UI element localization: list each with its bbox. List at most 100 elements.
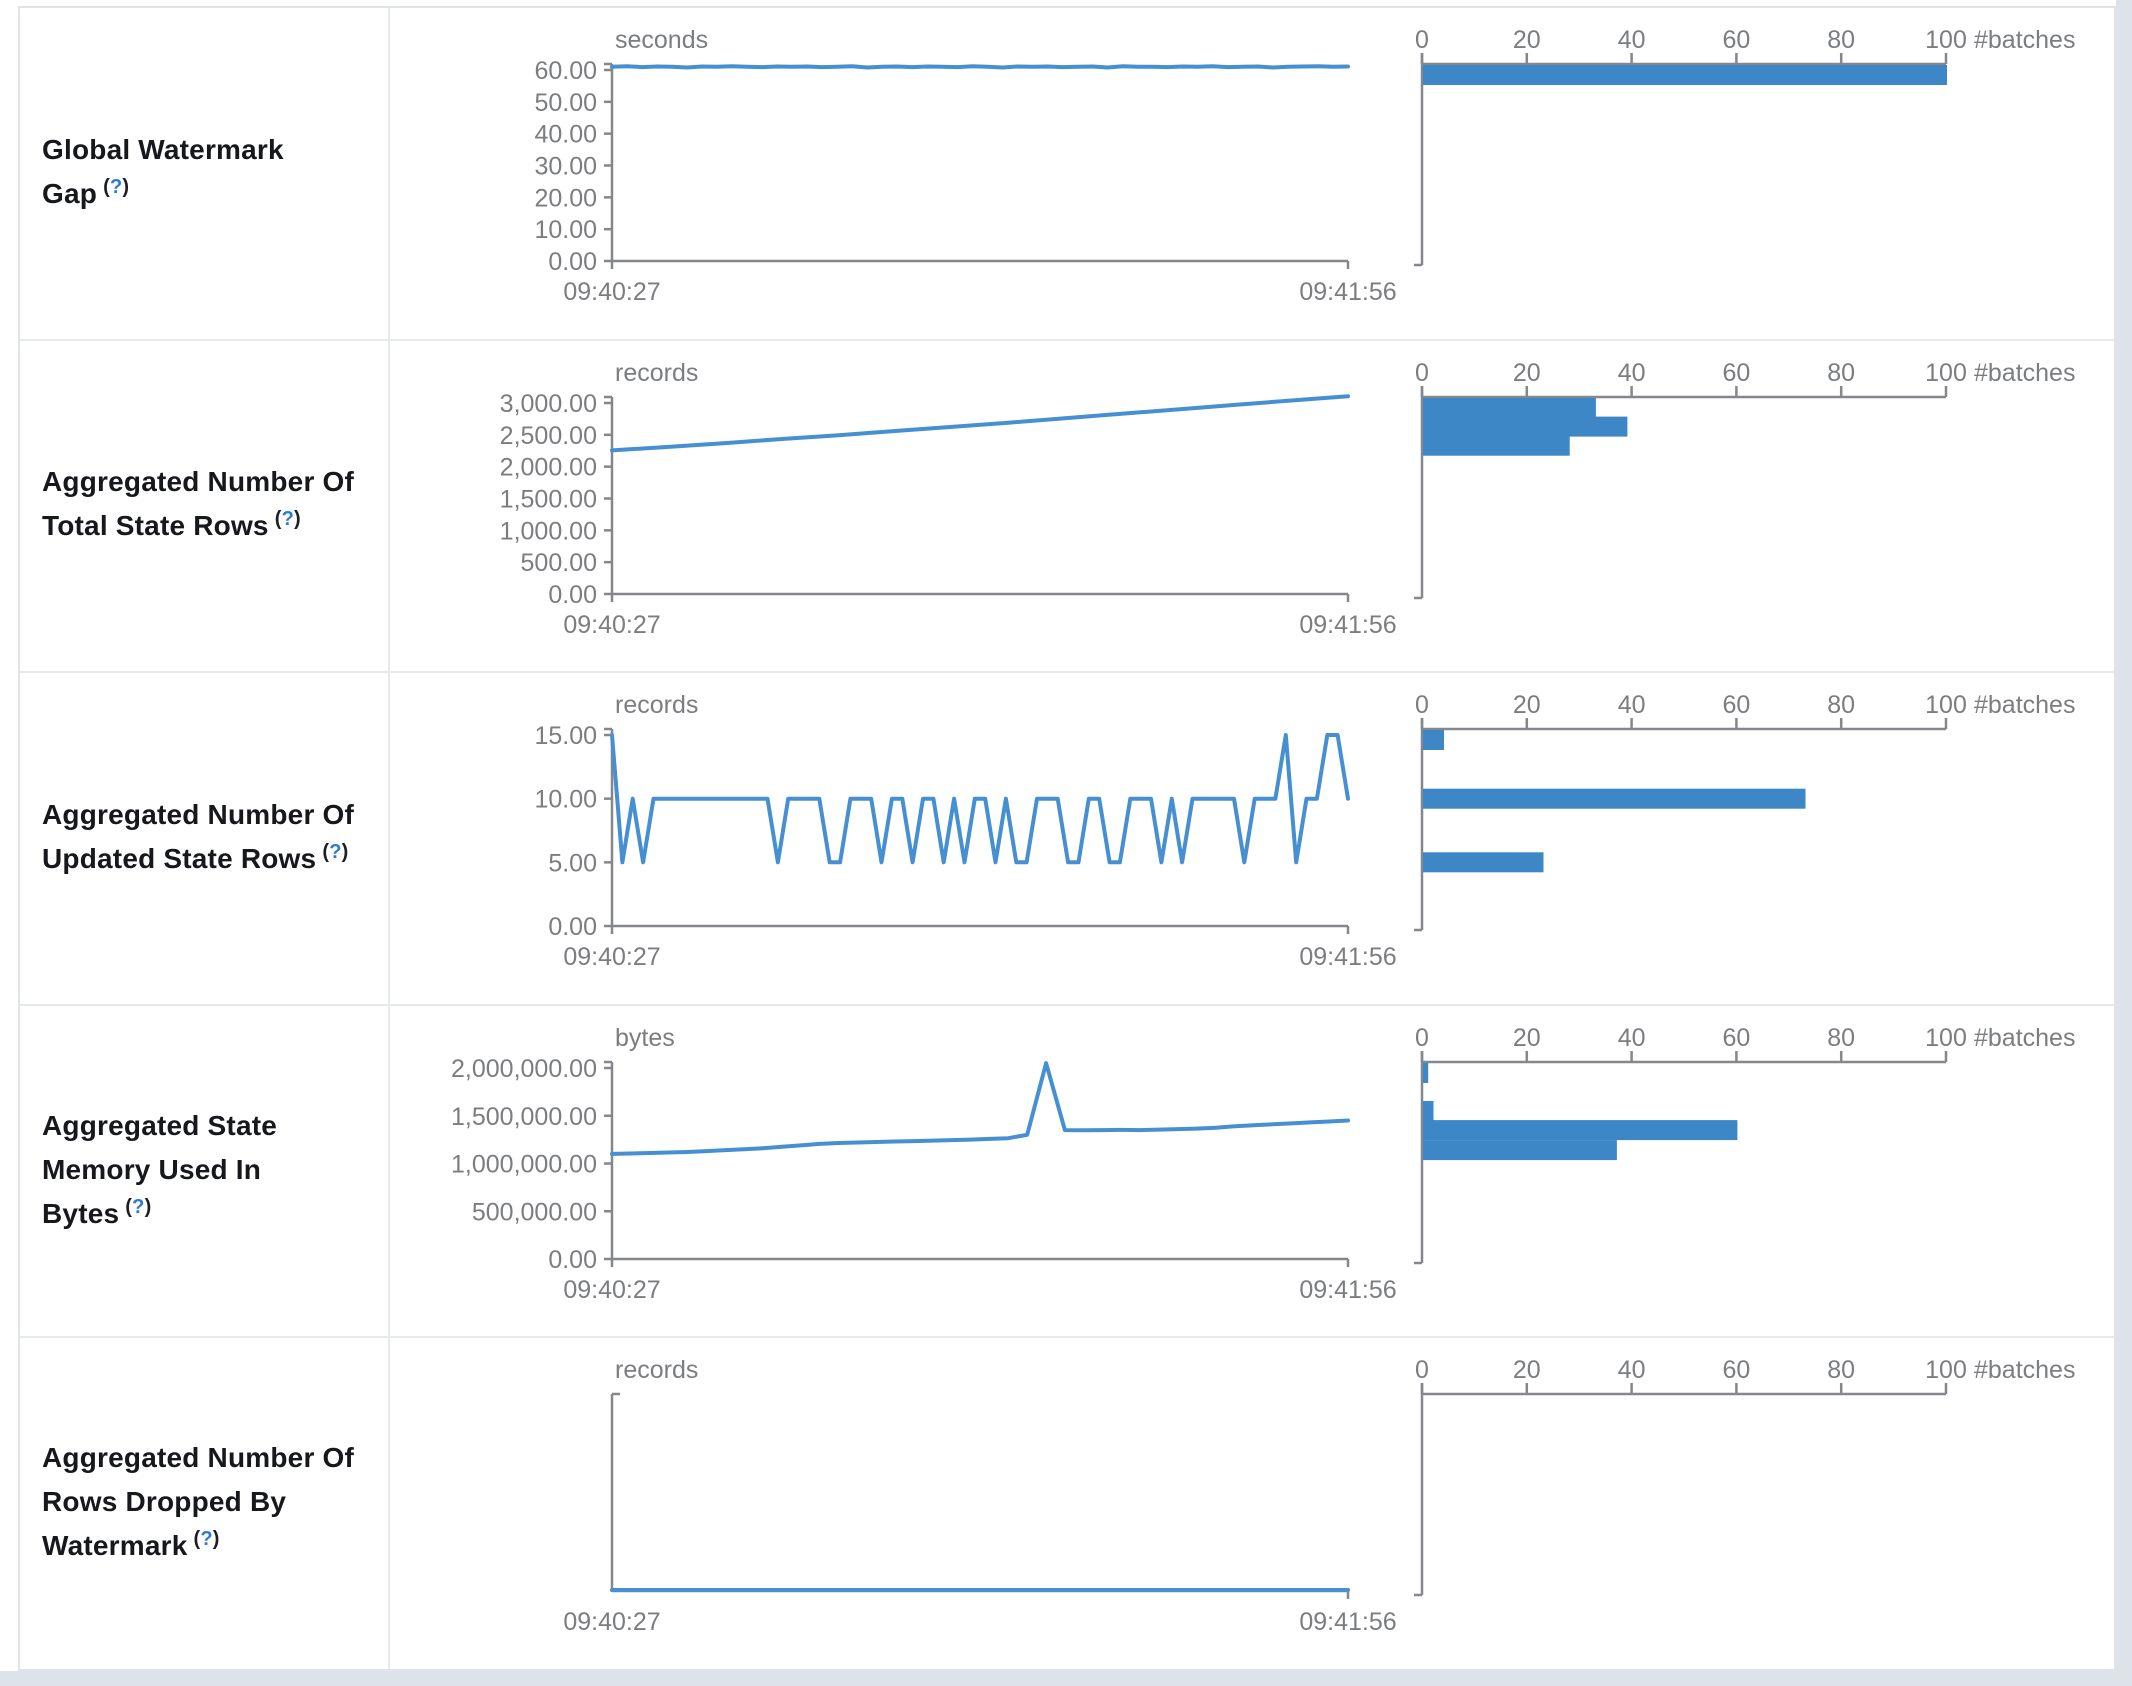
metric-label-text: Aggregated Number Of Total State Rows <box>42 466 355 542</box>
page-edge-right <box>2116 0 2132 1686</box>
histogram-bar <box>1423 1139 1617 1160</box>
histogram-tick-label: 80 <box>1827 359 1855 387</box>
metric-label-cell: Aggregated Number Of Updated State Rows(… <box>20 673 390 1004</box>
help-link[interactable]: (?) <box>193 1528 220 1551</box>
histogram-axis-label: #batches <box>1974 359 2075 387</box>
timeline-unit-label: records <box>615 691 698 719</box>
histogram-tick-label: 80 <box>1827 26 1855 54</box>
y-tick-label: 30.00 <box>534 153 597 181</box>
histogram-bar <box>1423 730 1444 751</box>
metric-label-text: Aggregated Number Of Updated State Rows <box>42 798 355 874</box>
y-tick-label: 500,000.00 <box>472 1198 597 1226</box>
histogram-bar <box>1423 852 1544 873</box>
x-axis-end-label: 09:41:56 <box>1299 1608 1396 1636</box>
help-question-icon: ? <box>109 175 123 198</box>
metric-label: Aggregated Number Of Rows Dropped By Wat… <box>42 1436 360 1571</box>
x-axis-start-label: 09:40:27 <box>563 1276 660 1304</box>
timeline-series-line <box>610 1060 1350 1156</box>
help-question-icon: ? <box>329 840 342 863</box>
help-question-icon: ? <box>281 508 295 531</box>
histogram-tick-label: 20 <box>1513 359 1541 387</box>
y-tick-label: 1,500,000.00 <box>451 1103 597 1131</box>
chart-cell: bytes 2,000,000.00 1,500,000.00 1,000,000.0… <box>390 1006 2114 1337</box>
histogram-bar <box>1423 1119 1738 1140</box>
y-tick-label: 60.00 <box>534 57 597 85</box>
metric-label-text: Aggregated Number Of Rows Dropped By Wat… <box>42 1442 355 1562</box>
timeline-and-histogram-chart: records 09:40:27 09:41:56 0 20 40 60 80 100 #batc… <box>563 1356 2075 1636</box>
histogram-axis-label: #batches <box>1974 26 2075 54</box>
help-link[interactable]: (?) <box>274 508 301 531</box>
histogram-tick-label: 20 <box>1513 26 1541 54</box>
histogram-tick-label: 40 <box>1618 1024 1646 1052</box>
histogram-bar <box>1423 1100 1434 1121</box>
y-tick-label: 5.00 <box>548 850 597 878</box>
histogram-tick-label: 100 <box>1925 1024 1967 1052</box>
metric-label: Global Watermark Gap (?) <box>42 128 360 219</box>
histogram-axis-label: #batches <box>1974 691 2075 719</box>
help-question-icon: ? <box>132 1195 145 1218</box>
metric-label-text: Global Watermark Gap <box>42 133 284 209</box>
histogram-tick-label: 60 <box>1722 1024 1750 1052</box>
histogram-axis-label: #batches <box>1974 1356 2075 1384</box>
help-link[interactable]: (?) <box>322 840 349 863</box>
histogram-tick-label: 40 <box>1618 691 1646 719</box>
histogram-tick-label: 0 <box>1415 359 1429 387</box>
y-tick-label: 50.00 <box>534 89 597 117</box>
y-tick-label: 0.00 <box>548 248 597 276</box>
metric-label-cell: Aggregated State Memory Used In Bytes (?) <box>20 1005 390 1337</box>
histogram-tick-label: 60 <box>1722 26 1750 54</box>
histogram-tick-label: 20 <box>1513 1024 1541 1052</box>
help-question-icon: ? <box>200 1528 213 1551</box>
histogram-tick-label: 60 <box>1722 359 1750 387</box>
histogram-tick-label: 100 <box>1925 1356 1967 1384</box>
x-axis-start-label: 09:40:27 <box>563 278 660 306</box>
histogram-tick-label: 0 <box>1415 1356 1429 1384</box>
y-tick-label: 40.00 <box>534 121 597 149</box>
y-tick-label: 1,500.00 <box>500 485 597 513</box>
y-tick-label: 1,000.00 <box>500 517 597 545</box>
chart-cell: records 09:40:27 09:41:56 0 20 40 60 80 100 #batc… <box>390 1338 2114 1669</box>
histogram-tick-label: 40 <box>1618 26 1646 54</box>
metric-label-text: Aggregated State Memory Used In Bytes <box>42 1109 278 1229</box>
histogram-tick-label: 60 <box>1722 1356 1750 1384</box>
histogram-tick-label: 60 <box>1722 691 1750 719</box>
metric-label-cell: Aggregated Number Of Total State Rows (?) <box>20 340 390 672</box>
timeline-and-histogram-chart: bytes 2,000,000.00 1,500,000.00 1,000,000.0… <box>451 1024 2075 1304</box>
chart-cell: records 15.00 10.00 5.00 0.00 09:40:27 09:41:5… <box>390 673 2114 1004</box>
metric-label: Aggregated Number Of Total State Rows (?) <box>42 460 360 551</box>
histogram-bar <box>1423 435 1570 456</box>
histogram-bar <box>1423 65 1947 85</box>
metric-label-cell: Global Watermark Gap (?) <box>20 8 390 339</box>
histogram-tick-label: 100 <box>1925 26 1967 54</box>
x-axis-start-label: 09:40:27 <box>563 611 660 639</box>
help-link[interactable]: (?) <box>103 175 130 198</box>
timeline-series-line <box>610 64 1350 70</box>
page-edge-bottom <box>0 1671 2132 1686</box>
y-tick-label: 0.00 <box>548 581 597 609</box>
timeline-and-histogram-chart: seconds 60.00 50.00 40.00 30.00 20.00 10.00 0.0… <box>534 26 2075 306</box>
x-axis-start-label: 09:40:27 <box>563 1608 660 1636</box>
y-tick-label: 10.00 <box>534 786 597 814</box>
y-tick-label: 0.00 <box>548 913 597 941</box>
histogram-bar <box>1423 1062 1429 1083</box>
x-axis-end-label: 09:41:56 <box>1299 611 1396 639</box>
chart-cell: seconds 60.00 50.00 40.00 30.00 20.00 10.00 0.0… <box>390 8 2114 339</box>
histogram-tick-label: 80 <box>1827 1356 1855 1384</box>
help-link[interactable]: (?) <box>125 1195 152 1218</box>
histogram-tick-label: 0 <box>1415 26 1429 54</box>
metric-row-state-memory-used: Aggregated State Memory Used In Bytes (?)… <box>20 1005 2114 1339</box>
y-tick-label: 2,000,000.00 <box>451 1055 597 1083</box>
histogram-bar <box>1423 788 1806 809</box>
histogram-tick-label: 40 <box>1618 1356 1646 1384</box>
metric-row-global-watermark-gap: Global Watermark Gap (?) seconds 60.00 50.0… <box>20 8 2114 341</box>
y-tick-label: 20.00 <box>534 184 597 212</box>
metric-row-rows-dropped-by-watermark: Aggregated Number Of Rows Dropped By Wat… <box>20 1338 2114 1669</box>
histogram-bar <box>1423 397 1596 418</box>
y-tick-label: 3,000.00 <box>500 390 597 418</box>
timeline-unit-label: seconds <box>615 26 708 54</box>
timeline-unit-label: records <box>615 359 698 387</box>
histogram-tick-label: 0 <box>1415 1024 1429 1052</box>
y-tick-label: 1,000,000.00 <box>451 1150 597 1178</box>
